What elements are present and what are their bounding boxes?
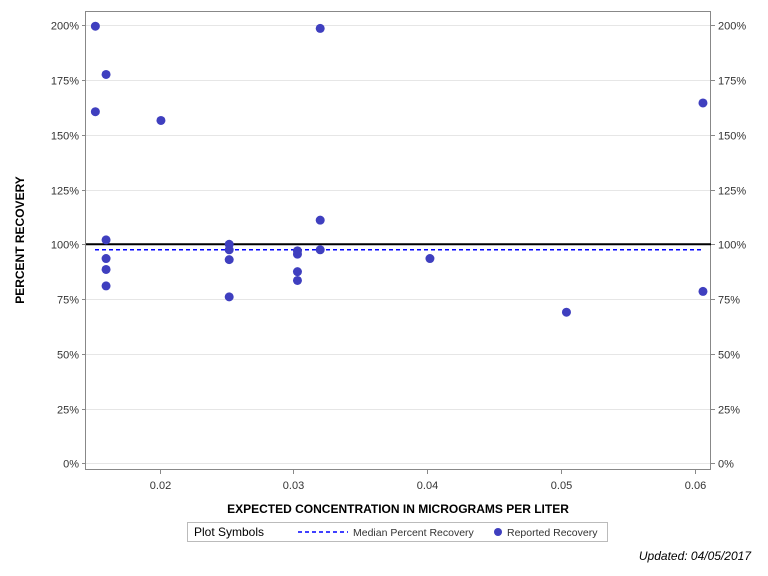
y-axis-title: PERCENT RECOVERY	[13, 176, 27, 304]
reported-recovery-point	[698, 98, 708, 108]
y-axis-right: 0% 25% 50% 75% 100% 125% 150% 175% 200%	[711, 21, 746, 471]
reference-lines	[86, 243, 711, 251]
legend-box	[187, 522, 608, 542]
x-axis: 0.02 0.03 0.04 0.05 0.06	[150, 470, 706, 492]
legend-median-label: Median Percent Recovery	[353, 527, 475, 539]
updated-date: Updated: 04/05/2017	[639, 549, 752, 563]
y-tick-label-right: 125%	[718, 186, 746, 198]
reported-recovery-point	[101, 281, 111, 291]
y-tick-label-left: 150%	[51, 131, 79, 143]
y-tick-label-left: 175%	[51, 76, 79, 88]
y-tick-label-left: 125%	[51, 186, 79, 198]
reported-recovery-point	[224, 292, 234, 302]
x-axis-title: EXPECTED CONCENTRATION IN MICROGRAMS PER…	[227, 502, 569, 516]
reported-recovery-point	[101, 264, 111, 274]
y-tick-label-left: 75%	[57, 295, 79, 307]
reported-recovery-point	[224, 245, 234, 255]
reported-recovery-point	[292, 267, 302, 277]
legend-title: Plot Symbols	[194, 525, 264, 539]
reported-recovery-point	[101, 235, 111, 245]
legend-points-swatch	[494, 528, 502, 536]
reported-recovery-point	[292, 275, 302, 285]
plot-frame	[85, 11, 711, 470]
reported-recovery-point	[698, 286, 708, 296]
reported-recovery-point	[90, 107, 100, 117]
reported-recovery-point	[315, 23, 325, 33]
y-tick-label-right: 175%	[718, 76, 746, 88]
data-points	[90, 21, 708, 317]
reported-recovery-point	[292, 249, 302, 259]
reported-recovery-point	[90, 21, 100, 31]
y-tick-label-right: 150%	[718, 131, 746, 143]
reported-recovery-point	[224, 255, 234, 265]
y-tick-label-right: 100%	[718, 240, 746, 252]
x-tick-label: 0.03	[283, 480, 304, 492]
reported-recovery-point	[561, 307, 571, 317]
reported-recovery-point	[315, 245, 325, 255]
legend: Plot Symbols Median Percent Recovery Rep…	[187, 522, 608, 542]
y-tick-label-left: 0%	[63, 459, 79, 471]
y-tick-label-right: 50%	[718, 350, 740, 362]
y-axis-left: 0% 25% 50% 75% 100% 125% 150% 175% 200%	[51, 21, 86, 471]
y-tick-label-right: 200%	[718, 21, 746, 33]
x-tick-label: 0.04	[417, 480, 438, 492]
y-tick-label-left: 25%	[57, 405, 79, 417]
x-tick-label: 0.06	[685, 480, 706, 492]
y-tick-label-left: 50%	[57, 350, 79, 362]
reported-recovery-point	[101, 69, 111, 79]
y-tick-label-left: 100%	[51, 240, 79, 252]
reported-recovery-point	[315, 215, 325, 225]
legend-points-label: Reported Recovery	[507, 527, 598, 539]
reported-recovery-point	[425, 254, 435, 264]
x-tick-label: 0.02	[150, 480, 171, 492]
y-tick-label-right: 25%	[718, 405, 740, 417]
x-tick-label: 0.05	[551, 480, 572, 492]
reported-recovery-point	[156, 115, 166, 125]
reported-recovery-point	[101, 254, 111, 264]
y-tick-label-left: 200%	[51, 21, 79, 33]
y-tick-label-right: 75%	[718, 295, 740, 307]
y-tick-label-right: 0%	[718, 459, 734, 471]
